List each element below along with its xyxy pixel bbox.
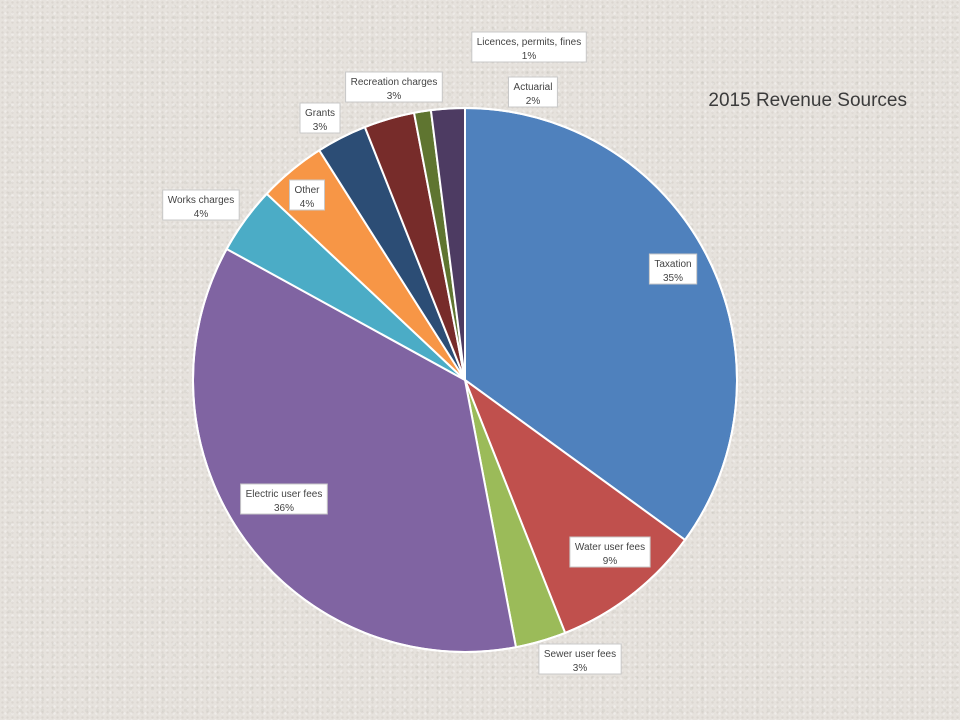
data-label-box bbox=[538, 643, 622, 675]
data-label-percent: 9% bbox=[603, 556, 618, 567]
data-label-percent: 4% bbox=[194, 209, 209, 220]
data-label-category: Actuarial bbox=[514, 82, 553, 93]
data-label-water-user-fees: Water user fees 9% bbox=[569, 536, 651, 568]
data-label-box bbox=[162, 189, 240, 221]
data-label-percent: 36% bbox=[274, 503, 294, 514]
data-label-percent: 1% bbox=[522, 51, 537, 62]
data-label-recreation-charges: Recreation charges 3% bbox=[345, 71, 443, 103]
data-label-percent: 2% bbox=[526, 96, 541, 107]
data-label-works-charges: Works charges 4% bbox=[162, 189, 240, 221]
data-label-box bbox=[345, 71, 443, 103]
data-label-sewer-user-fees: Sewer user fees 3% bbox=[538, 643, 622, 675]
pie-data-labels: Taxation 35% Water user fees 9% Sewer user f… bbox=[162, 31, 698, 675]
data-label-percent: 3% bbox=[573, 663, 588, 674]
data-label-category: Electric user fees bbox=[246, 489, 323, 500]
data-label-category: Licences, permits, fines bbox=[477, 37, 582, 48]
pie-slices bbox=[191, 106, 738, 653]
chart-title: 2015 Revenue Sources bbox=[708, 90, 907, 111]
data-label-category: Works charges bbox=[168, 195, 235, 206]
data-label-category: Taxation bbox=[654, 259, 691, 270]
pie-outline bbox=[192, 107, 738, 653]
data-label-category: Sewer user fees bbox=[544, 649, 616, 660]
data-label-box bbox=[471, 31, 587, 63]
data-label-box bbox=[289, 179, 325, 211]
data-label-box bbox=[648, 253, 698, 285]
data-label-box bbox=[299, 102, 341, 134]
data-label-other: Other 4% bbox=[289, 179, 325, 211]
data-label-category: Grants bbox=[305, 108, 335, 119]
data-label-grants: Grants 3% bbox=[299, 102, 341, 134]
data-label-box bbox=[508, 76, 558, 108]
data-label-percent: 4% bbox=[300, 199, 315, 210]
data-label-percent: 35% bbox=[663, 273, 683, 284]
data-label-licences-permits-fines: Licences, permits, fines 1% bbox=[471, 31, 587, 63]
data-label-actuarial: Actuarial 2% bbox=[508, 76, 558, 108]
data-label-percent: 3% bbox=[313, 122, 328, 133]
data-label-box bbox=[569, 536, 651, 568]
data-label-category: Recreation charges bbox=[351, 77, 438, 88]
data-label-percent: 3% bbox=[387, 91, 402, 102]
data-label-category: Other bbox=[294, 185, 320, 196]
data-label-taxation: Taxation 35% bbox=[648, 253, 698, 285]
data-label-category: Water user fees bbox=[575, 542, 645, 553]
data-label-box bbox=[240, 483, 328, 515]
data-label-electric-user-fees: Electric user fees 36% bbox=[240, 483, 328, 515]
